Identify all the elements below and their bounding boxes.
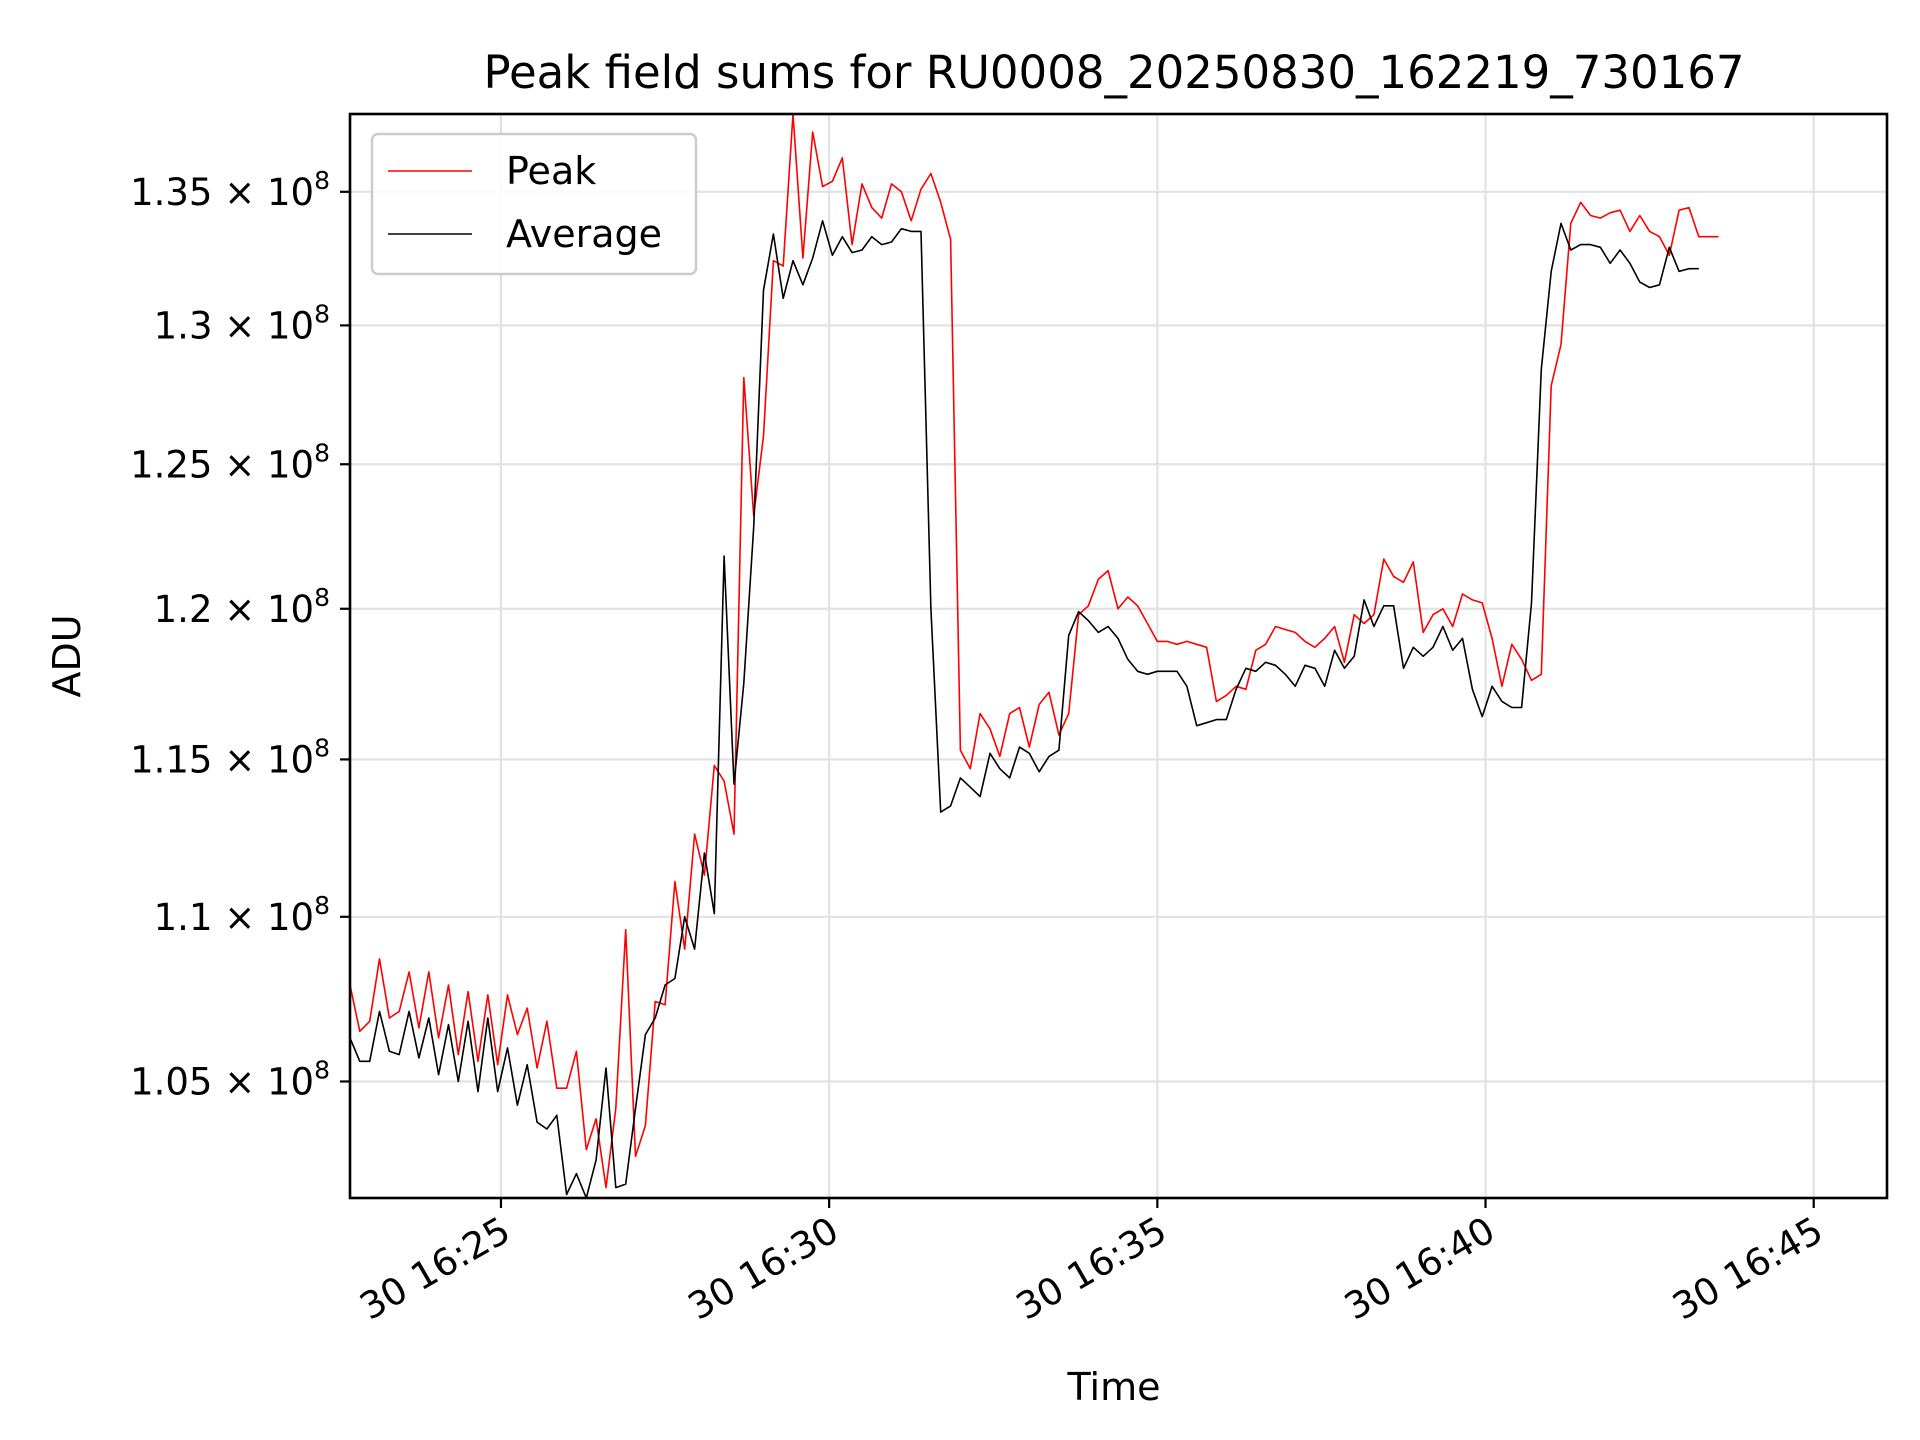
- y-tick-label: 1.1 × 108: [154, 891, 330, 939]
- legend-average-label: Average: [506, 212, 662, 256]
- y-tick-label: 1.35 × 108: [130, 166, 330, 214]
- y-tick-label: 1.2 × 108: [154, 583, 330, 631]
- legend-peak-label: Peak: [506, 149, 596, 193]
- legend: Peak Average: [370, 132, 698, 276]
- plot-frame: [348, 112, 1889, 1200]
- y-axis-ticks: 1.05 × 108 1.1 × 108 1.15 × 108 1.2 × 108 1.…: [130, 166, 350, 1103]
- y-tick-label: 1.25 × 108: [130, 438, 330, 486]
- legend-box: [370, 132, 698, 276]
- series-lines: [349, 113, 1719, 1199]
- x-axis-label: Time: [1067, 1365, 1161, 1409]
- grid-lines: [350, 114, 1887, 1198]
- y-tick-label: 1.15 × 108: [130, 733, 330, 781]
- series-line-average: [349, 220, 1699, 1199]
- series-line-peak: [349, 113, 1719, 1189]
- y-tick-label: 1.05 × 108: [130, 1055, 330, 1103]
- chart-title: Peak field sums for RU0008_20250830_1622…: [483, 46, 1744, 99]
- y-axis-label: ADU: [45, 614, 89, 697]
- y-tick-label: 1.3 × 108: [154, 299, 330, 347]
